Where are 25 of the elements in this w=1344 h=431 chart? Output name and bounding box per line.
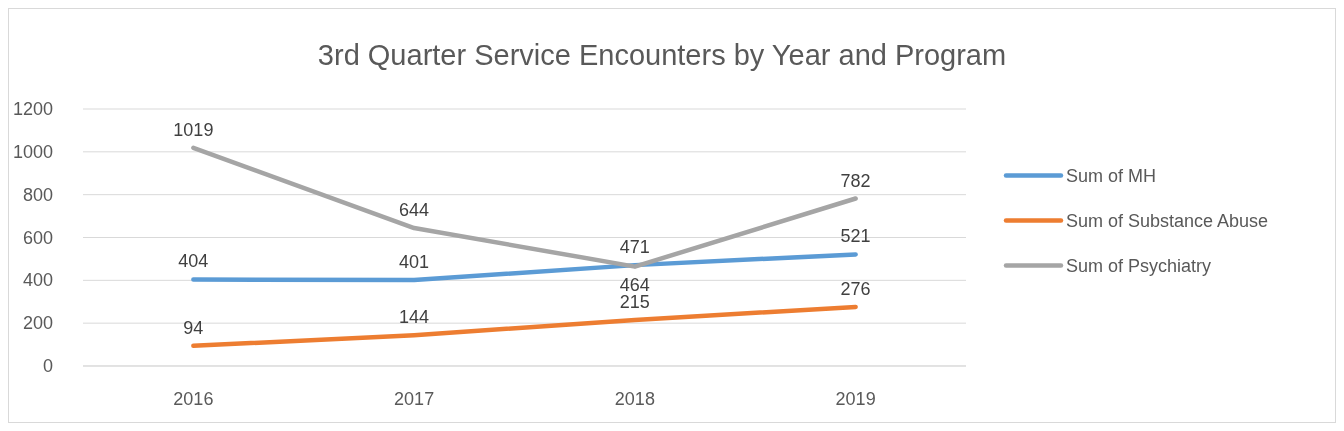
data-label: 404: [178, 251, 209, 272]
x-tick-label: 2016: [173, 389, 214, 409]
x-tick-label: 2019: [835, 389, 876, 409]
data-label: 521: [840, 226, 871, 247]
data-label: 401: [399, 252, 430, 273]
data-label: 144: [399, 307, 430, 328]
legend-label: Sum of MH: [1066, 165, 1157, 186]
legend-label: Sum of Psychiatry: [1066, 255, 1212, 276]
data-label: 782: [840, 170, 871, 191]
y-tick-label: 1000: [12, 141, 53, 162]
y-tick-label: 1200: [12, 99, 53, 119]
data-label: 644: [399, 200, 430, 221]
data-label: 471: [619, 237, 650, 258]
legend-label: Sum of Substance Abuse: [1066, 210, 1269, 231]
data-label: 94: [183, 317, 204, 338]
data-label: 1019: [173, 119, 214, 140]
data-label: 276: [840, 278, 871, 299]
y-tick-label: 200: [22, 313, 53, 334]
x-tick-label: 2017: [394, 389, 435, 409]
y-tick-label: 400: [22, 270, 53, 291]
y-tick-label: 0: [42, 356, 53, 376]
y-tick-label: 800: [22, 184, 53, 205]
chart-title: 3rd Quarter Service Encounters by Year and Program: [317, 39, 1007, 71]
x-tick-label: 2018: [614, 389, 655, 409]
y-tick-label: 600: [22, 227, 53, 248]
